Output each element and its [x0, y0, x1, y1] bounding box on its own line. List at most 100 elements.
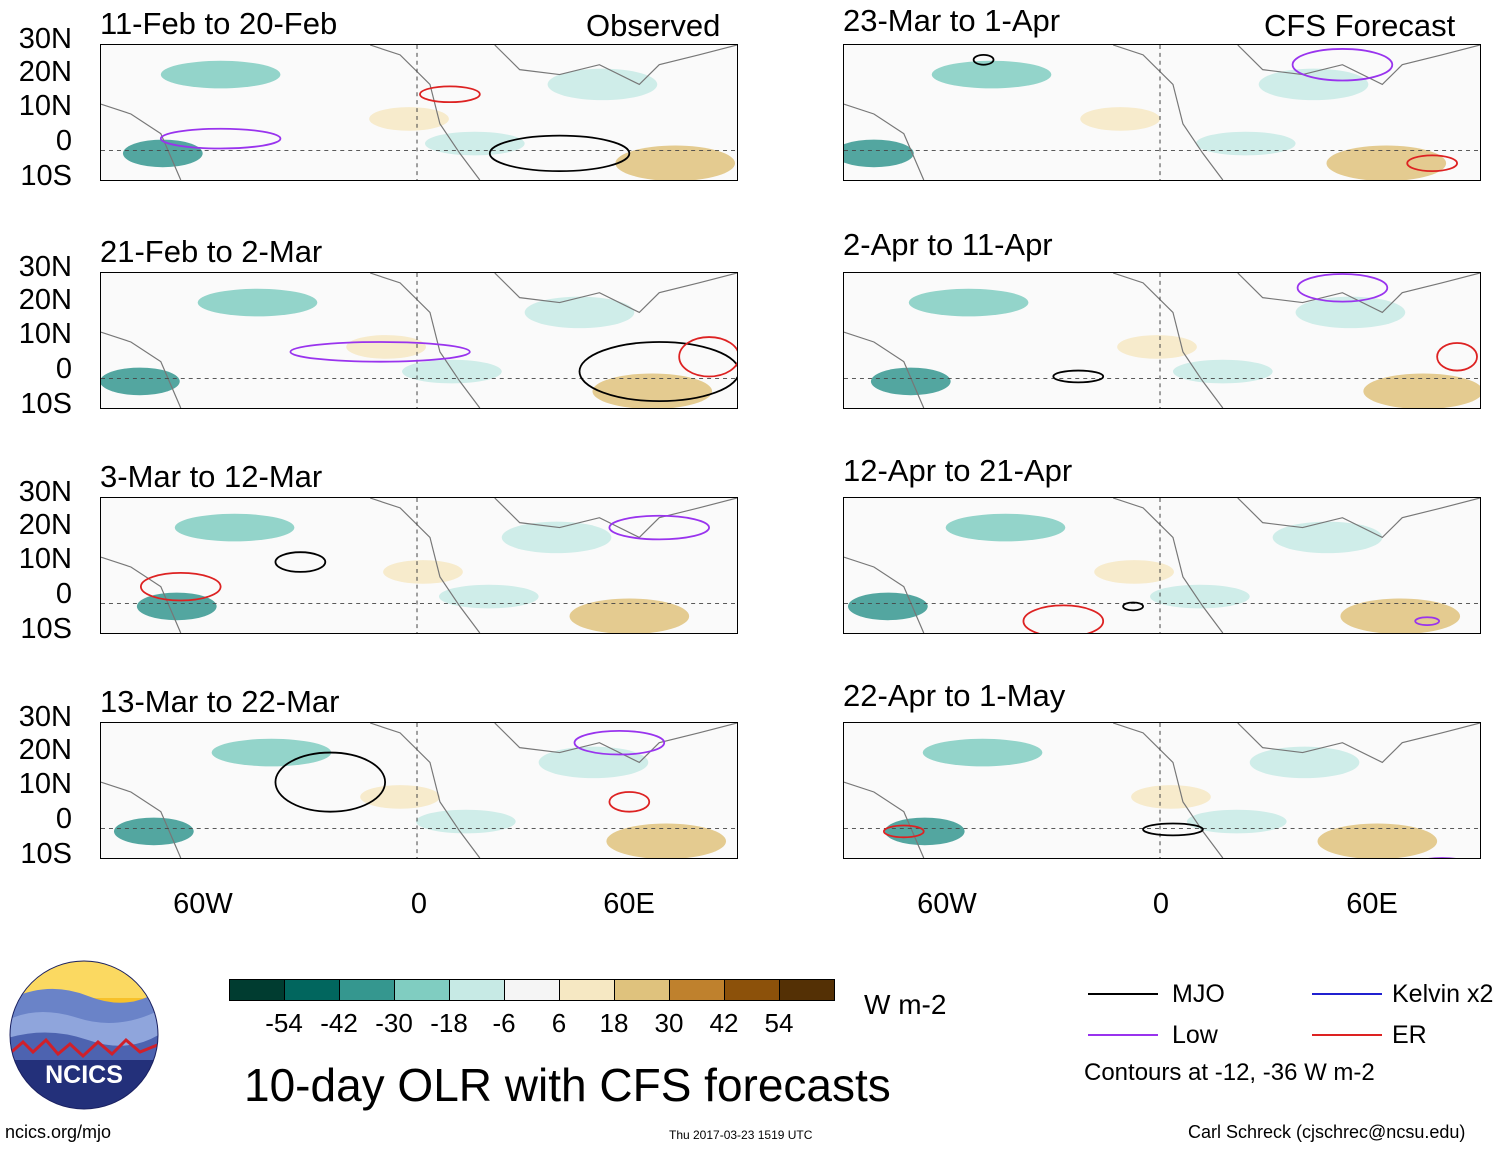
- lon-label-60w-left: 60W: [173, 888, 233, 920]
- olr-anomaly-patch: [346, 335, 426, 359]
- colorbar-label: 54: [764, 1008, 794, 1038]
- contour-er: [139, 572, 222, 602]
- legend-mjo-line: [1088, 993, 1158, 995]
- legend-kelvin-line: [1312, 993, 1382, 995]
- legend-mjo-label: MJO: [1172, 980, 1225, 1008]
- lat-label: 10S: [20, 388, 72, 420]
- legend-kelvin-label: Kelvin x2: [1392, 980, 1494, 1008]
- olr-anomaly-patch: [1249, 746, 1360, 779]
- author: Carl Schreck (cjschrec@ncsu.edu): [1188, 1122, 1466, 1142]
- olr-anomaly-patch: [402, 359, 502, 384]
- colorbar-cell: [559, 979, 615, 1001]
- contour-low: [573, 729, 666, 756]
- olr-anomaly-patch: [945, 513, 1066, 542]
- coastline: [844, 723, 1480, 858]
- map-field: [844, 498, 1480, 633]
- lat-label: 20N: [18, 509, 72, 541]
- olr-anomaly-patch: [101, 367, 180, 396]
- contour-er: [678, 336, 737, 378]
- ncics-logo: NCICS: [9, 960, 159, 1110]
- olr-anomaly-patch: [569, 598, 690, 633]
- contour-er: [882, 824, 925, 839]
- lat-label: 20N: [18, 56, 72, 88]
- contour-mjo: [488, 134, 631, 173]
- olr-anomaly-patch: [197, 288, 318, 317]
- contour-er: [1436, 342, 1478, 372]
- panel-title-8: 22-Apr to 1-May: [843, 678, 1066, 713]
- olr-anomaly-patch: [870, 367, 951, 396]
- contour-mjo: [1142, 822, 1204, 837]
- olr-anomaly-patch: [1326, 145, 1447, 180]
- legend-low-label: Low: [1172, 1021, 1218, 1049]
- olr-anomaly-patch: [383, 560, 463, 584]
- legend-low-line: [1088, 1034, 1158, 1036]
- map-panel-cfs-4: [843, 722, 1481, 859]
- contour-low: [1291, 48, 1394, 82]
- contour-low: [1296, 273, 1389, 303]
- olr-anomaly-patch: [113, 817, 194, 846]
- contour-low: [159, 127, 282, 150]
- olr-anomaly-patch: [908, 288, 1029, 317]
- olr-anomaly-patch: [211, 738, 332, 767]
- panel-title-6: 2-Apr to 11-Apr: [843, 227, 1053, 262]
- contour-mjo: [1052, 369, 1105, 384]
- colorbar-cell: [504, 979, 560, 1001]
- colorbar-cell: [724, 979, 780, 1001]
- site-link[interactable]: ncics.org/mjo: [5, 1122, 112, 1142]
- olr-anomaly-patch: [501, 521, 612, 554]
- colorbar-label: 42: [709, 1008, 739, 1038]
- olr-anomaly-patch: [1258, 68, 1369, 101]
- coastline: [101, 723, 737, 858]
- contour-er: [1406, 154, 1458, 173]
- olr-anomaly-patch: [847, 592, 928, 621]
- olr-anomaly-patch: [174, 513, 295, 542]
- colorbar-label: 18: [599, 1008, 629, 1038]
- colorbar-label: -54: [265, 1008, 303, 1038]
- olr-anomaly-patch: [160, 60, 281, 89]
- colorbar-label: -30: [375, 1008, 413, 1038]
- olr-anomaly-patch: [416, 809, 516, 834]
- olr-anomaly-patch: [1131, 785, 1211, 809]
- olr-anomaly-patch: [931, 60, 1052, 89]
- map-panel-cfs-1: [843, 44, 1481, 181]
- olr-anomaly-patch: [360, 785, 440, 809]
- colorbar-units: W m-2: [864, 989, 947, 1020]
- olr-anomaly-patch: [1080, 107, 1161, 131]
- colorbar-cell: [339, 979, 395, 1001]
- olr-anomaly-patch: [1363, 373, 1480, 408]
- map-field: [101, 45, 737, 180]
- figure-title: 10-day OLR with CFS forecasts: [244, 1059, 891, 1111]
- map-panel-cfs-3: [843, 497, 1481, 634]
- map-field: [101, 273, 737, 408]
- map-field: [101, 498, 737, 633]
- olr-anomaly-patch: [136, 592, 217, 621]
- olr-anomaly-patch: [438, 584, 539, 609]
- contour-mjo: [578, 341, 737, 402]
- lat-label: 30N: [18, 476, 72, 508]
- coastline: [101, 45, 737, 180]
- lat-label: 0: [55, 803, 72, 835]
- olr-anomaly-patch: [1094, 560, 1174, 584]
- contour-er: [419, 85, 481, 104]
- cfs-forecast-label: CFS Forecast: [1264, 8, 1456, 43]
- map-field: [844, 723, 1480, 858]
- timestamp: Thu 2017-03-23 1519 UTC: [669, 1128, 813, 1142]
- lon-label-60e-right: 60E: [1346, 888, 1398, 920]
- contour-mjo: [274, 751, 387, 813]
- colorbar-cell: [284, 979, 340, 1001]
- olr-anomaly-patch: [1186, 809, 1287, 834]
- colorbar-label: 6: [551, 1008, 567, 1038]
- map-field: [844, 45, 1480, 180]
- olr-anomaly-patch: [1117, 335, 1197, 359]
- logo-text: NCICS: [45, 1061, 123, 1089]
- coastline: [101, 273, 737, 408]
- lat-label: 0: [55, 125, 72, 157]
- colorbar-cell: [229, 979, 285, 1001]
- olr-anomaly-patch: [606, 823, 727, 858]
- map-field: [844, 273, 1480, 408]
- contour-low: [1414, 616, 1441, 627]
- lat-label: 10N: [18, 768, 72, 800]
- lon-label-60w-right: 60W: [917, 888, 977, 920]
- lat-label: 10N: [18, 90, 72, 122]
- colorbar-cell: [669, 979, 725, 1001]
